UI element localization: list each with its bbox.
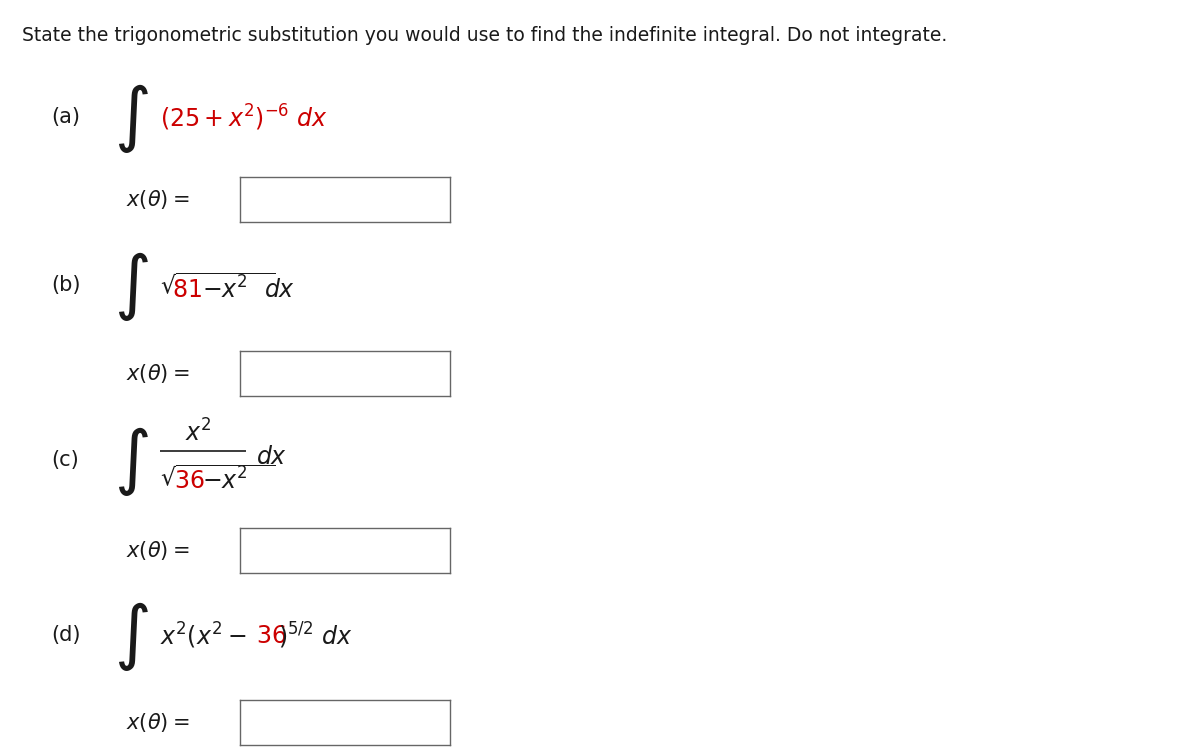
Text: $)^{5/2}\ dx$: $)^{5/2}\ dx$ bbox=[278, 621, 354, 651]
Text: $\int$: $\int$ bbox=[114, 82, 149, 155]
Text: $\int$: $\int$ bbox=[114, 600, 149, 673]
Text: $\sqrt{\ \ \ \ \ \ \ \ \ \ \ \ }$: $\sqrt{\ \ \ \ \ \ \ \ \ \ \ \ }$ bbox=[160, 465, 275, 491]
Text: $dx$: $dx$ bbox=[264, 277, 295, 302]
Text: $x(\theta) =$: $x(\theta) =$ bbox=[126, 539, 190, 562]
Text: (c): (c) bbox=[52, 450, 79, 470]
Text: $- x^2$: $- x^2$ bbox=[202, 467, 247, 495]
Text: $81$: $81$ bbox=[172, 277, 202, 302]
Text: $(25 + x^2)^{-6}\ dx$: $(25 + x^2)^{-6}\ dx$ bbox=[160, 103, 328, 133]
Text: $dx$: $dx$ bbox=[256, 445, 287, 469]
Text: $x^2(x^2 - $: $x^2(x^2 - $ bbox=[160, 621, 246, 651]
Text: $x(\theta) =$: $x(\theta) =$ bbox=[126, 362, 190, 385]
Text: (a): (a) bbox=[52, 107, 80, 127]
Text: $x(\theta) =$: $x(\theta) =$ bbox=[126, 188, 190, 211]
Text: (d): (d) bbox=[52, 625, 82, 645]
Text: $\int$: $\int$ bbox=[114, 250, 149, 323]
Text: $- x^2$: $- x^2$ bbox=[202, 276, 247, 303]
Text: $\sqrt{\ \ \ \ \ \ \ \ \ \ \ \ }$: $\sqrt{\ \ \ \ \ \ \ \ \ \ \ \ }$ bbox=[160, 274, 275, 299]
Text: $x^2$: $x^2$ bbox=[185, 419, 211, 446]
Text: $36$: $36$ bbox=[174, 469, 204, 493]
Text: $36$: $36$ bbox=[256, 624, 286, 648]
Text: (b): (b) bbox=[52, 275, 82, 295]
Text: State the trigonometric substitution you would use to find the indefinite integr: State the trigonometric substitution you… bbox=[22, 26, 947, 45]
Text: $\int$: $\int$ bbox=[114, 425, 149, 498]
Text: $x(\theta) =$: $x(\theta) =$ bbox=[126, 711, 190, 734]
